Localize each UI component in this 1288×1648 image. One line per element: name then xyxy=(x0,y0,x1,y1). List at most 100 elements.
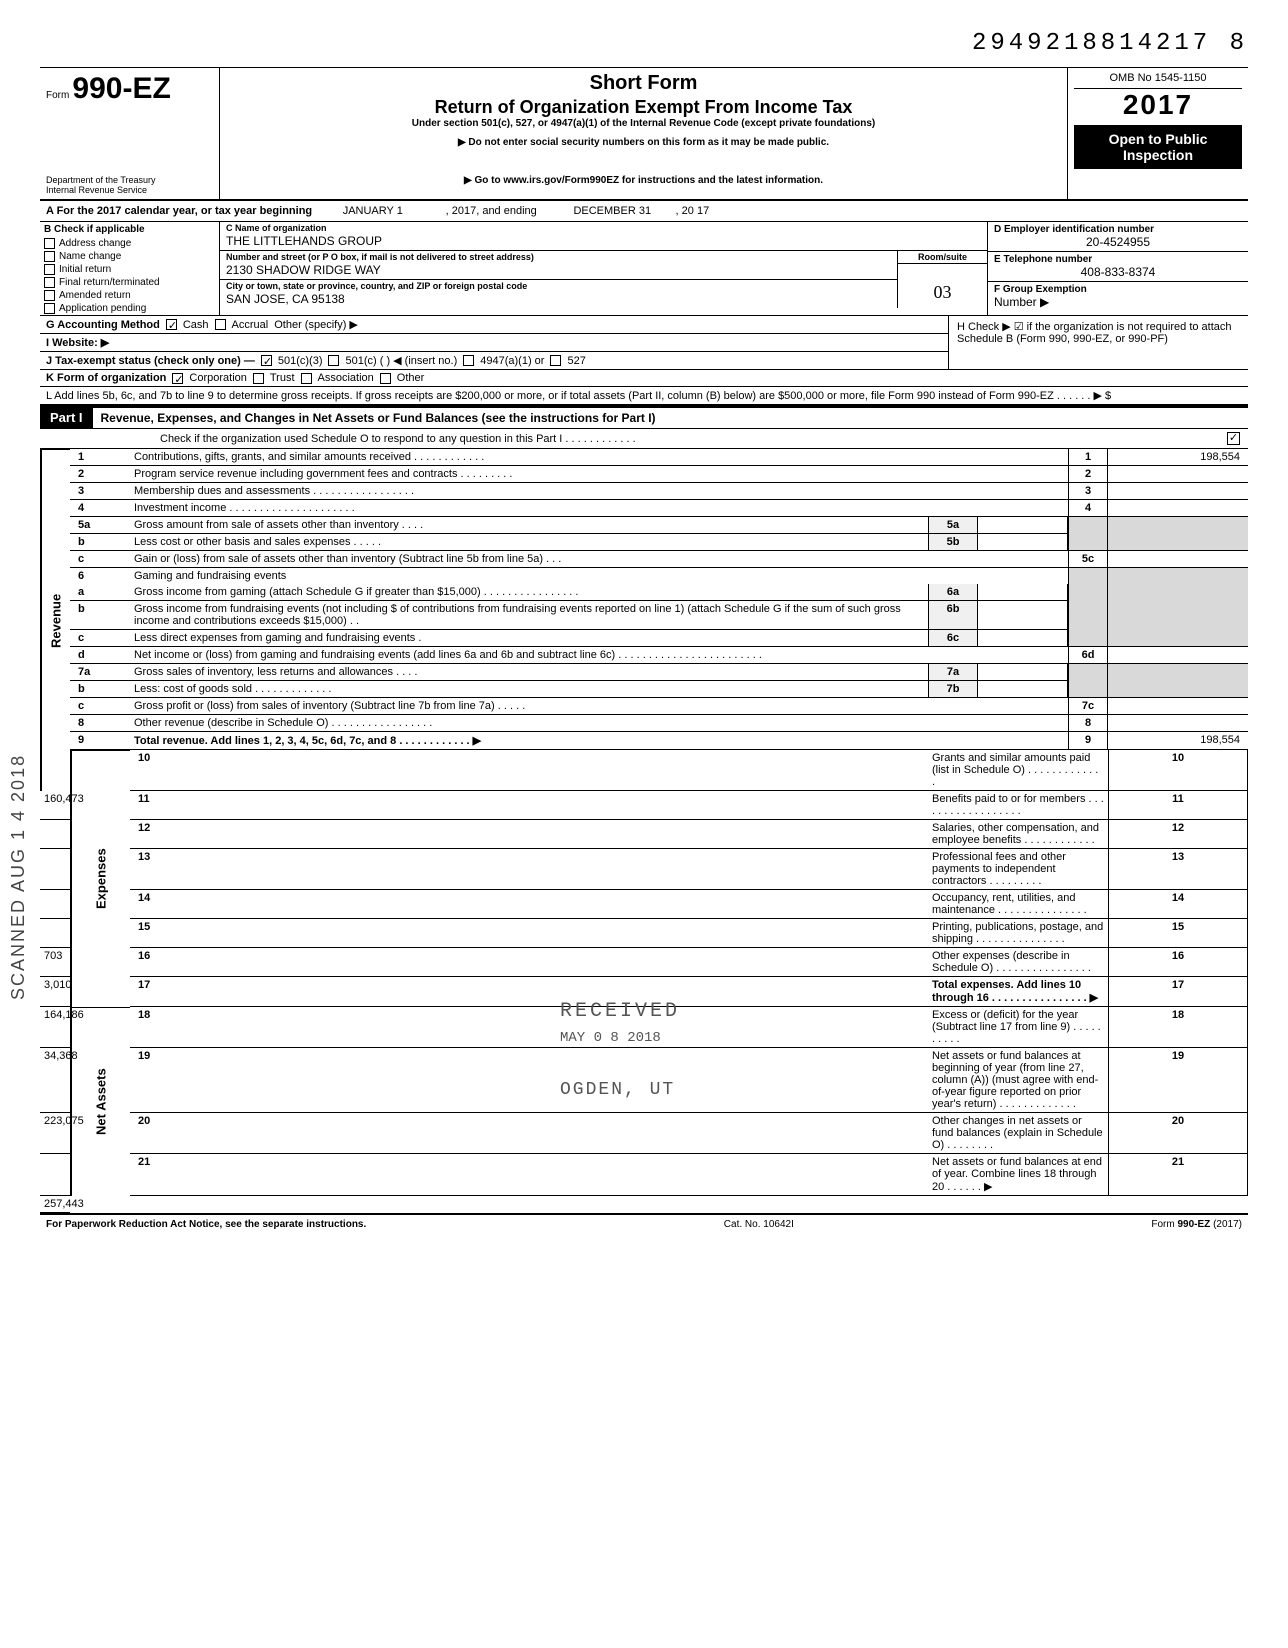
a5b xyxy=(1108,534,1248,551)
n14: 14 xyxy=(130,890,928,919)
row-a-mid: , 2017, and ending xyxy=(446,205,537,217)
form-990ez: 990-EZ xyxy=(72,72,170,105)
row-a-begin: JANUARY 1 xyxy=(343,205,403,217)
chk-address-change[interactable]: Address change xyxy=(40,237,219,250)
r7as xyxy=(1068,664,1108,681)
v5a xyxy=(978,517,1068,534)
a5a xyxy=(1108,517,1248,534)
short-form-title: Short Form xyxy=(230,72,1057,95)
d5c: Gain or (loss) from sale of assets other… xyxy=(130,551,1068,568)
a7c xyxy=(1108,698,1248,715)
n17: 17 xyxy=(130,977,928,1007)
lbl-4947: 4947(a)(1) or xyxy=(480,355,544,367)
n7a: 7a xyxy=(70,664,130,681)
r8: 8 xyxy=(1068,715,1108,732)
form-number-cell: Form 990-EZ xyxy=(40,68,220,173)
n2: 2 xyxy=(70,466,130,483)
d1: Contributions, gifts, grants, and simila… xyxy=(130,449,1068,466)
chk-final-return[interactable]: Final return/terminated xyxy=(40,276,219,289)
chk-amended[interactable]: Amended return xyxy=(40,289,219,302)
d6a: Gross income from gaming (attach Schedul… xyxy=(130,584,928,601)
chk-cash[interactable] xyxy=(166,319,177,330)
r14: 14 xyxy=(1108,890,1248,919)
lbl-address-change: Address change xyxy=(59,238,131,249)
org-name: THE LITTLEHANDS GROUP xyxy=(220,234,987,251)
d21: Net assets or fund balances at end of ye… xyxy=(928,1154,1108,1196)
d-ein: 20-4524955 xyxy=(994,235,1242,249)
return-title: Return of Organization Exempt From Incom… xyxy=(230,97,1057,118)
goto-line: ▶ Go to www.irs.gov/Form990EZ for instru… xyxy=(220,173,1068,199)
r3: 3 xyxy=(1068,483,1108,500)
lbl-final-return: Final return/terminated xyxy=(59,277,160,288)
col-c: C Name of organization THE LITTLEHANDS G… xyxy=(220,222,988,315)
part1-grid: Revenue 1Contributions, gifts, grants, a… xyxy=(40,449,1248,1213)
dln-number: 2949218814217 8 xyxy=(40,30,1248,57)
open-line2: Inspection xyxy=(1078,147,1238,163)
d5b: Less cost or other basis and sales expen… xyxy=(130,534,928,551)
a6d xyxy=(1108,647,1248,664)
schedO-checkbox[interactable]: ✓ xyxy=(1227,432,1240,445)
s6c: 6c xyxy=(928,630,978,647)
n5a: 5a xyxy=(70,517,130,534)
n6c: c xyxy=(70,630,130,647)
org-address: 2130 SHADOW RIDGE WAY xyxy=(220,263,897,280)
chk-accrual[interactable] xyxy=(215,319,226,330)
dept-row: Department of the Treasury Internal Reve… xyxy=(40,173,1248,201)
s5b: 5b xyxy=(928,534,978,551)
chk-4947[interactable] xyxy=(463,355,474,366)
r6 xyxy=(1068,568,1108,584)
stamp-scanned: SCANNED AUG 1 4 2018 xyxy=(8,754,29,1000)
r15: 15 xyxy=(1108,919,1248,948)
n7c: c xyxy=(70,698,130,715)
a3 xyxy=(1108,483,1248,500)
d2: Program service revenue including govern… xyxy=(130,466,1068,483)
a7bs xyxy=(1108,681,1248,698)
chk-527[interactable] xyxy=(550,355,561,366)
lbl-address: Number and street (or P O box, if mail i… xyxy=(220,251,897,263)
line-g: G Accounting Method Cash Accrual Other (… xyxy=(40,316,948,334)
dept-treasury: Department of the Treasury Internal Reve… xyxy=(40,173,220,199)
chk-application-pending[interactable]: Application pending xyxy=(40,302,219,315)
footer: For Paperwork Reduction Act Notice, see … xyxy=(40,1213,1248,1234)
open-line1: Open to Public xyxy=(1078,131,1238,147)
s7b: 7b xyxy=(928,681,978,698)
line-i: I Website: ▶ xyxy=(40,334,948,352)
org-city: SAN JOSE, CA 95138 xyxy=(220,292,897,308)
schedO-check: Check if the organization used Schedule … xyxy=(40,429,1248,449)
r20: 20 xyxy=(1108,1113,1248,1154)
section-subline: Under section 501(c), 527, or 4947(a)(1)… xyxy=(230,118,1057,129)
v7a xyxy=(978,664,1068,681)
chk-association[interactable] xyxy=(301,373,312,384)
r16: 16 xyxy=(1108,948,1248,977)
s6b: 6b xyxy=(928,601,978,630)
n12: 12 xyxy=(130,820,928,849)
d3: Membership dues and assessments . . . . … xyxy=(130,483,1068,500)
chk-corporation[interactable] xyxy=(172,373,183,384)
a14 xyxy=(40,919,70,948)
chk-501c3[interactable] xyxy=(261,355,272,366)
chk-initial-return[interactable]: Initial return xyxy=(40,263,219,276)
row-a-label: A For the 2017 calendar year, or tax yea… xyxy=(46,205,312,217)
a21: 257,443 xyxy=(40,1196,70,1213)
dept1: Department of the Treasury xyxy=(46,175,213,185)
lbl-initial-return: Initial return xyxy=(59,264,111,275)
col-d-e-f: D Employer identification number20-45249… xyxy=(988,222,1248,315)
a13 xyxy=(40,890,70,919)
row-a-tax-year: A For the 2017 calendar year, or tax yea… xyxy=(40,201,1248,222)
line-j-label: J Tax-exempt status (check only one) — xyxy=(46,355,255,367)
chk-other-org[interactable] xyxy=(380,373,391,384)
a19: 223,075 xyxy=(40,1113,70,1154)
tax-year: 2017 xyxy=(1074,89,1242,121)
chk-trust[interactable] xyxy=(253,373,264,384)
a15: 703 xyxy=(40,948,70,977)
a10: 160,473 xyxy=(40,791,70,820)
chk-501c[interactable] xyxy=(328,355,339,366)
lbl-accrual: Accrual xyxy=(232,319,269,331)
col-b: B Check if applicable Address change Nam… xyxy=(40,222,220,315)
a1: 198,554 xyxy=(1108,449,1248,466)
d19: Net assets or fund balances at beginning… xyxy=(928,1048,1108,1113)
r17: 17 xyxy=(1108,977,1248,1007)
chk-name-change[interactable]: Name change xyxy=(40,250,219,263)
r5b xyxy=(1068,534,1108,551)
d6c: Less direct expenses from gaming and fun… xyxy=(130,630,928,647)
